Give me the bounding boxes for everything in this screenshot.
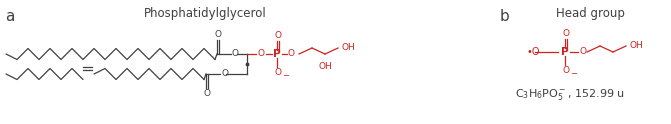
Text: O: O bbox=[215, 30, 221, 39]
Text: O: O bbox=[258, 49, 264, 59]
Text: O: O bbox=[579, 47, 586, 57]
Text: O: O bbox=[221, 69, 228, 78]
Text: OH: OH bbox=[318, 62, 332, 71]
Text: OH: OH bbox=[630, 42, 643, 50]
Text: OH: OH bbox=[342, 44, 356, 52]
Text: O: O bbox=[274, 68, 282, 77]
Text: Phosphatidylglycerol: Phosphatidylglycerol bbox=[144, 7, 266, 20]
Text: O: O bbox=[562, 66, 570, 75]
Text: •O: •O bbox=[527, 47, 541, 57]
Text: a: a bbox=[5, 9, 14, 24]
Text: O: O bbox=[287, 49, 295, 59]
Text: $\mathrm{C_3H_6PO_5^-}$, 152.99 u: $\mathrm{C_3H_6PO_5^-}$, 152.99 u bbox=[515, 87, 625, 102]
Text: Head group: Head group bbox=[556, 7, 625, 20]
Text: P: P bbox=[561, 47, 569, 57]
Text: −: − bbox=[570, 69, 577, 78]
Text: b: b bbox=[500, 9, 510, 24]
Text: P: P bbox=[273, 49, 280, 59]
Text: O: O bbox=[274, 31, 282, 40]
Text: −: − bbox=[282, 71, 289, 80]
Text: O: O bbox=[232, 49, 239, 59]
Text: O: O bbox=[203, 89, 211, 98]
Text: O: O bbox=[562, 29, 570, 38]
